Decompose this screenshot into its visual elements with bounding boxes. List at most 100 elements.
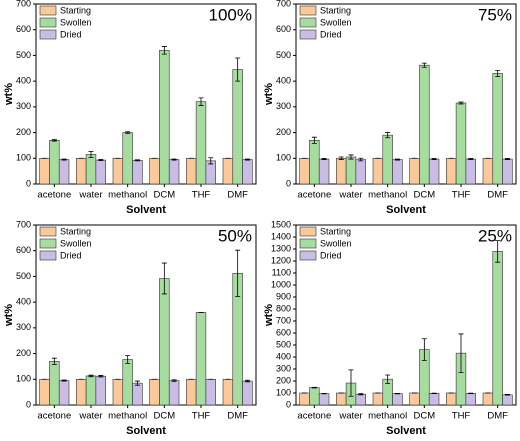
x-axis-label: Solvent (126, 425, 166, 437)
y-tick-label: 300 (276, 363, 291, 373)
bar (195, 101, 207, 185)
bar (345, 156, 357, 185)
y-tick-label: 200 (16, 127, 31, 137)
error-bar (421, 338, 427, 361)
bar (419, 64, 430, 185)
error-bar (244, 158, 250, 161)
y-tick-label: 200 (276, 375, 291, 385)
chart-title: 75% (478, 5, 512, 24)
x-tick-label: methanol (368, 411, 407, 422)
error-bar (88, 374, 94, 378)
error-bar (311, 136, 317, 144)
bar (502, 158, 513, 185)
x-tick-label: DCM (154, 411, 176, 422)
panel: 0 100 200 300 400 500 600 700 800 900 1000 1100 1200… (263, 219, 517, 437)
y-tick-label: 400 (16, 76, 31, 86)
y-tick-label: 1000 (271, 279, 291, 289)
legend-swatch (39, 238, 57, 249)
bar (392, 159, 403, 185)
y-tick-label: 400 (16, 297, 31, 307)
bar (428, 158, 440, 185)
x-tick-label: DCM (414, 411, 436, 422)
y-tick-label: 800 (276, 303, 291, 313)
y-tick-label: 300 (16, 101, 31, 111)
error-bar (495, 69, 501, 77)
error-bar (458, 333, 464, 373)
error-bar (504, 158, 510, 160)
error-bar (358, 157, 364, 162)
plot-frame (35, 3, 257, 185)
error-bar (385, 374, 391, 384)
error-bar (421, 62, 427, 68)
bar (168, 159, 180, 185)
error-bar (125, 355, 131, 364)
bar (85, 375, 97, 406)
x-tick-label: water (338, 411, 362, 422)
legend-swatch (39, 250, 57, 261)
bar (465, 158, 476, 185)
y-tick-label: 600 (16, 245, 31, 255)
y-tick-label: 200 (276, 127, 291, 137)
bar (482, 157, 494, 185)
bar (409, 157, 420, 185)
error-bar (431, 158, 437, 160)
legend-label: Dried (60, 29, 82, 39)
bar (222, 157, 234, 185)
error-bar (198, 97, 204, 106)
error-bar (235, 57, 241, 82)
bar (186, 378, 197, 406)
error-bar (504, 394, 510, 396)
bar (76, 157, 87, 185)
bar (446, 392, 457, 406)
y-tick-label: 500 (276, 50, 291, 60)
bar (336, 157, 347, 185)
bar (446, 157, 457, 185)
x-tick-label: DMF (487, 190, 508, 201)
x-tick-label: DMF (487, 411, 508, 422)
legend-swatch (299, 250, 317, 261)
error-bar (88, 150, 94, 158)
y-axis-label: wt% (263, 83, 275, 106)
bar (455, 102, 467, 185)
legend-swatch (299, 5, 317, 16)
error-bar (385, 132, 391, 139)
y-tick-label: 700 (276, 0, 291, 8)
y-tick-label: 900 (276, 291, 291, 301)
bar (159, 49, 170, 185)
error-bar (348, 369, 354, 397)
x-axis-label: Solvent (126, 204, 166, 216)
legend-label: Starting (320, 226, 351, 236)
x-tick-label: THF (452, 190, 471, 201)
bar (85, 154, 97, 185)
legend-label: Swollen (320, 238, 352, 248)
plot-frame (295, 3, 517, 185)
error-bar (358, 393, 364, 396)
legend-label: Dried (320, 29, 342, 39)
y-tick-label: 700 (276, 315, 291, 325)
y-tick-label: 1500 (271, 219, 291, 229)
x-tick-label: THF (192, 411, 211, 422)
y-tick-label: 300 (276, 101, 291, 111)
bar (372, 392, 384, 406)
error-bar (244, 379, 250, 383)
y-tick-label: 0 (26, 178, 31, 188)
bar (49, 139, 60, 185)
error-bar (394, 158, 400, 161)
y-tick-label: 700 (16, 0, 31, 8)
bar (186, 157, 197, 185)
error-bar (468, 158, 474, 160)
bar (355, 393, 366, 406)
error-bar (161, 262, 167, 295)
bar (132, 382, 143, 406)
x-tick-label: THF (192, 190, 211, 201)
error-bar (171, 158, 177, 161)
x-tick-label: DMF (227, 190, 248, 201)
bar (112, 378, 124, 406)
legend-label: Starting (320, 5, 351, 15)
bar (242, 159, 253, 185)
x-tick-label: DCM (154, 190, 176, 201)
bar (318, 158, 330, 185)
bar (309, 387, 320, 406)
error-bar (171, 379, 177, 382)
